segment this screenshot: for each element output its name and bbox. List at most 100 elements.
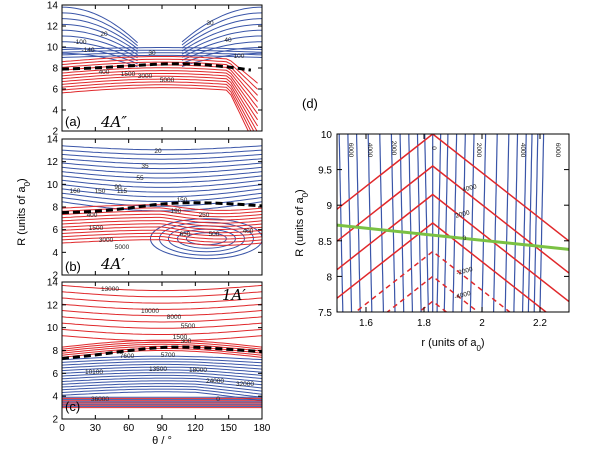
blue-contour xyxy=(62,23,138,53)
red-contour xyxy=(62,223,262,230)
panel-c-tag: (c) xyxy=(65,399,80,414)
red-contour xyxy=(62,84,252,131)
contour-label: 1500 xyxy=(89,225,104,232)
x-tick-label: 120 xyxy=(187,423,204,434)
panel-a-state: 4A″ xyxy=(100,113,127,131)
blue-contour-label: 0 xyxy=(430,146,437,150)
blue-contour-label: 2000 xyxy=(475,143,482,158)
blue-contour xyxy=(492,134,498,312)
y-tick-label: 14 xyxy=(47,1,59,12)
blue-contour xyxy=(62,175,262,184)
x-tick-label: 60 xyxy=(123,423,135,434)
y-tick-label: 2 xyxy=(52,271,58,282)
y-tick-label: 9.5 xyxy=(318,166,332,177)
blue-contour xyxy=(62,35,138,59)
red-contour xyxy=(337,165,569,275)
red-contour-label: 2000 xyxy=(455,209,471,220)
contour-label: 36000 xyxy=(91,396,109,403)
dashed-minimum-path xyxy=(62,345,262,360)
contour-label: 250 xyxy=(199,212,210,219)
contour-label: -140 xyxy=(81,47,94,54)
x-tick-label: 2.2 xyxy=(533,318,547,329)
blue-contour xyxy=(62,192,262,202)
red-contour xyxy=(62,339,262,348)
contour-label: 0 xyxy=(216,396,220,403)
right-x-axis-label: r (units of a0) xyxy=(421,337,484,353)
red-contour xyxy=(62,284,262,292)
blue-contour xyxy=(539,134,545,312)
y-tick-label: 4 xyxy=(52,248,58,259)
blue-contour-label: 6000 xyxy=(347,143,354,158)
red-contour xyxy=(62,226,262,234)
y-tick-label: 10 xyxy=(47,43,59,54)
y-tick-label: 12 xyxy=(47,157,59,168)
red-contour xyxy=(62,67,258,108)
red-contour xyxy=(62,78,258,131)
red-contour xyxy=(62,236,262,243)
blue-contour xyxy=(62,41,138,62)
blue-contour xyxy=(367,134,373,312)
blue-contour xyxy=(181,12,262,46)
y-tick-label: 8.5 xyxy=(318,237,332,248)
y-tick-label: 10 xyxy=(321,130,333,141)
panel-a-ticks: 2 4 6 8 10 12 14 xyxy=(47,1,263,138)
blue-contour xyxy=(62,197,262,207)
blue-contour xyxy=(62,366,262,373)
x-tick-label: 180 xyxy=(254,423,271,434)
contour-label: 150 xyxy=(177,197,188,204)
contour-label: 30 xyxy=(148,50,156,57)
red-contour xyxy=(62,297,262,304)
red-contour xyxy=(62,335,262,342)
blue-contour xyxy=(424,134,430,312)
red-contour xyxy=(62,207,262,215)
blue-contour xyxy=(62,363,262,370)
contour-label: 400 xyxy=(87,212,98,219)
contour-label: 300 xyxy=(181,338,192,345)
contour-label: 400 xyxy=(99,69,110,76)
blue-contour xyxy=(322,127,326,319)
y-tick-label: 10 xyxy=(47,323,59,334)
blue-contour xyxy=(181,6,262,43)
blue-contour xyxy=(533,134,539,312)
panel-c-state: 1A′ xyxy=(222,286,246,304)
red-contour xyxy=(62,87,249,131)
contour-label: 150 xyxy=(95,188,106,195)
blue-contour xyxy=(62,171,262,179)
contour-label: 13500 xyxy=(149,366,167,373)
contour-label: 10100 xyxy=(85,369,103,376)
y-tick-label: 2 xyxy=(52,127,58,138)
y-tick-label: 7.5 xyxy=(318,308,332,319)
blue-contour xyxy=(62,377,262,386)
blue-contour xyxy=(62,188,262,198)
contour-label: 160 xyxy=(70,188,81,195)
blue-contour xyxy=(62,358,262,364)
red-contour xyxy=(62,216,262,224)
contour-label: 20 xyxy=(100,31,108,38)
x-tick-label: 1.6 xyxy=(359,318,373,329)
blue-contour xyxy=(62,149,262,155)
blue-contour xyxy=(62,158,262,165)
contour-label: 650 xyxy=(180,231,191,238)
red-contour xyxy=(62,56,258,84)
contour-label: 90 xyxy=(114,184,122,191)
blue-contour xyxy=(416,134,422,312)
red-contour xyxy=(62,220,262,227)
blue-contour xyxy=(62,49,262,53)
y-tick-label: 8 xyxy=(52,203,58,214)
blue-contour xyxy=(338,134,344,312)
contour-label: 1500 xyxy=(121,71,136,78)
blue-contour xyxy=(521,134,527,312)
red-contour xyxy=(62,75,259,127)
blue-contour xyxy=(481,134,487,312)
red-contour-label: -2000 xyxy=(456,266,474,277)
x-tick-label: 0 xyxy=(59,423,65,434)
contour-label: 35 xyxy=(141,163,149,170)
blue-contour xyxy=(62,153,262,160)
red-contour xyxy=(62,310,262,317)
contour-label: 40 xyxy=(224,37,232,44)
contour-label: 5000 xyxy=(115,244,130,251)
